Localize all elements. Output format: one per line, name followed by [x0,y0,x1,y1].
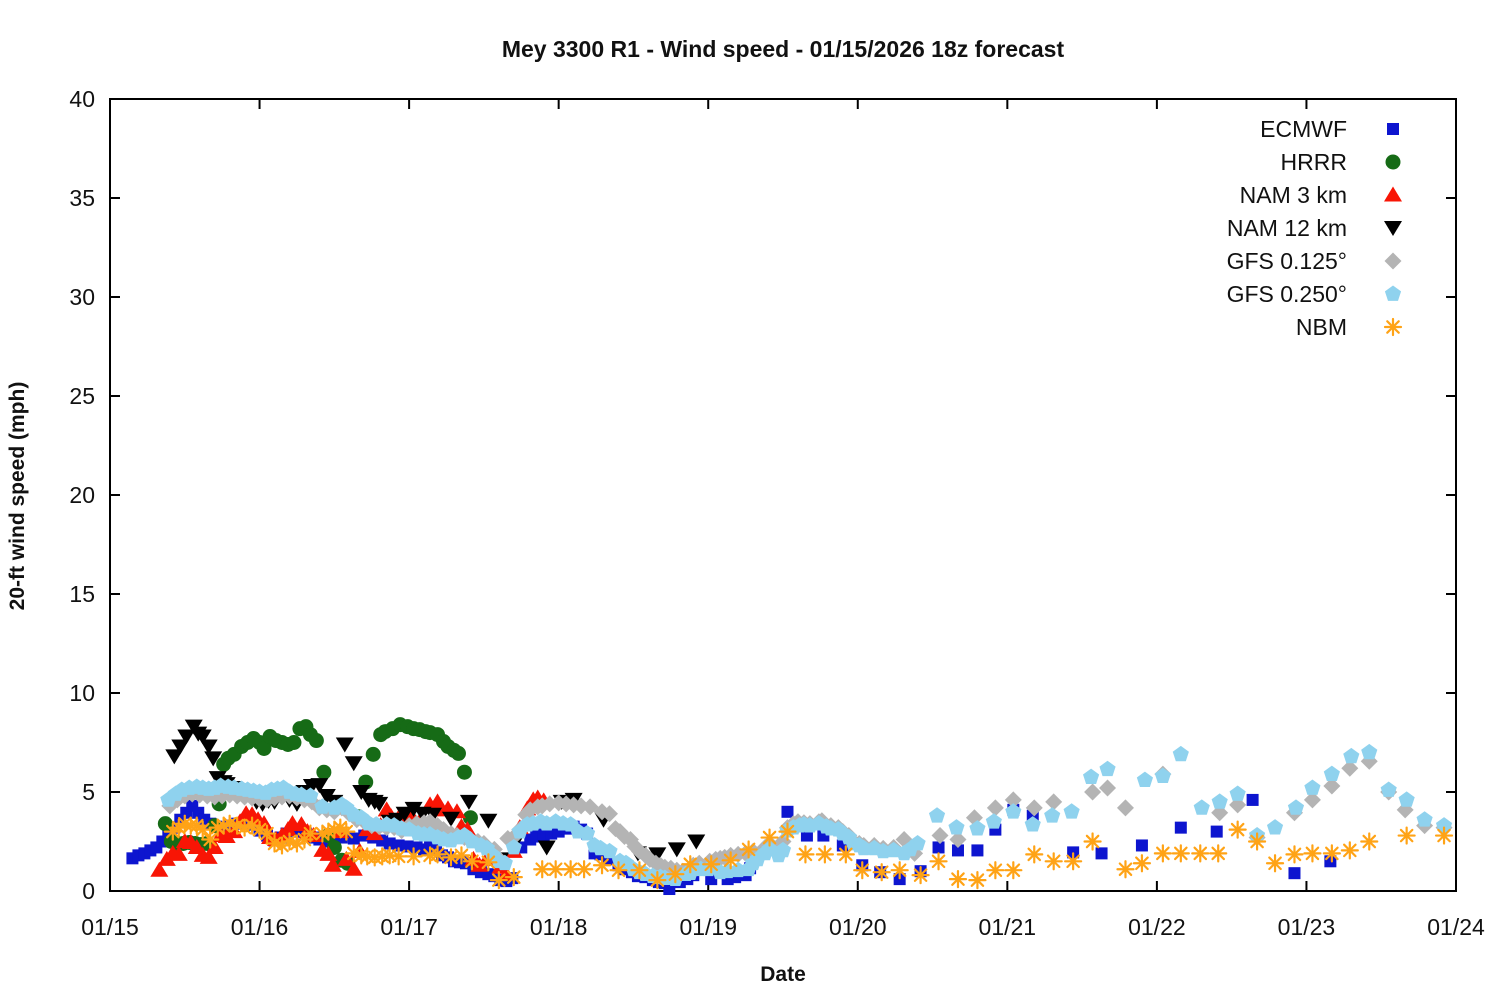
legend-label-nam-12-km: NAM 12 km [1227,215,1347,241]
legend-label-hrrr: HRRR [1281,149,1347,175]
x-tick-label: 01/17 [380,914,438,940]
x-tick-label: 01/24 [1427,914,1485,940]
x-tick-label: 01/16 [231,914,289,940]
legend: ECMWF HRRR NAM 3 km NAM 12 km GFS 0.125° GFS … [1227,116,1403,340]
y-tick-label: 15 [69,581,95,607]
x-tick-label: 01/21 [979,914,1037,940]
legend-label-ecmwf: ECMWF [1260,116,1347,142]
y-tick-label: 0 [82,878,95,904]
legend-label-nam-3-km: NAM 3 km [1240,182,1347,208]
chart-title: Mey 3300 R1 - Wind speed - 01/15/2026 18… [501,36,1065,62]
x-tick-label: 01/18 [530,914,588,940]
y-tick-label: 5 [82,779,95,805]
y-tick-label: 35 [69,185,95,211]
y-tick-label: 40 [69,86,95,112]
series-nbm [163,814,1454,890]
y-tick-label: 25 [69,383,95,409]
x-tick-label: 01/20 [829,914,887,940]
series-gfs-0-250- [160,743,1453,886]
x-tick-label: 01/23 [1278,914,1336,940]
x-tick-label: 01/22 [1128,914,1186,940]
x-axis-label: Date [760,963,806,986]
y-tick-label: 10 [69,680,95,706]
y-tick-label: 20 [69,482,95,508]
y-tick-label: 30 [69,284,95,310]
legend-label-nbm: NBM [1296,314,1347,340]
x-tick-label: 01/19 [679,914,737,940]
legend-label-gfs-0-125-: GFS 0.125° [1227,248,1347,274]
legend-label-gfs-0-250-: GFS 0.250° [1227,281,1347,307]
x-tick-label: 01/15 [81,914,139,940]
